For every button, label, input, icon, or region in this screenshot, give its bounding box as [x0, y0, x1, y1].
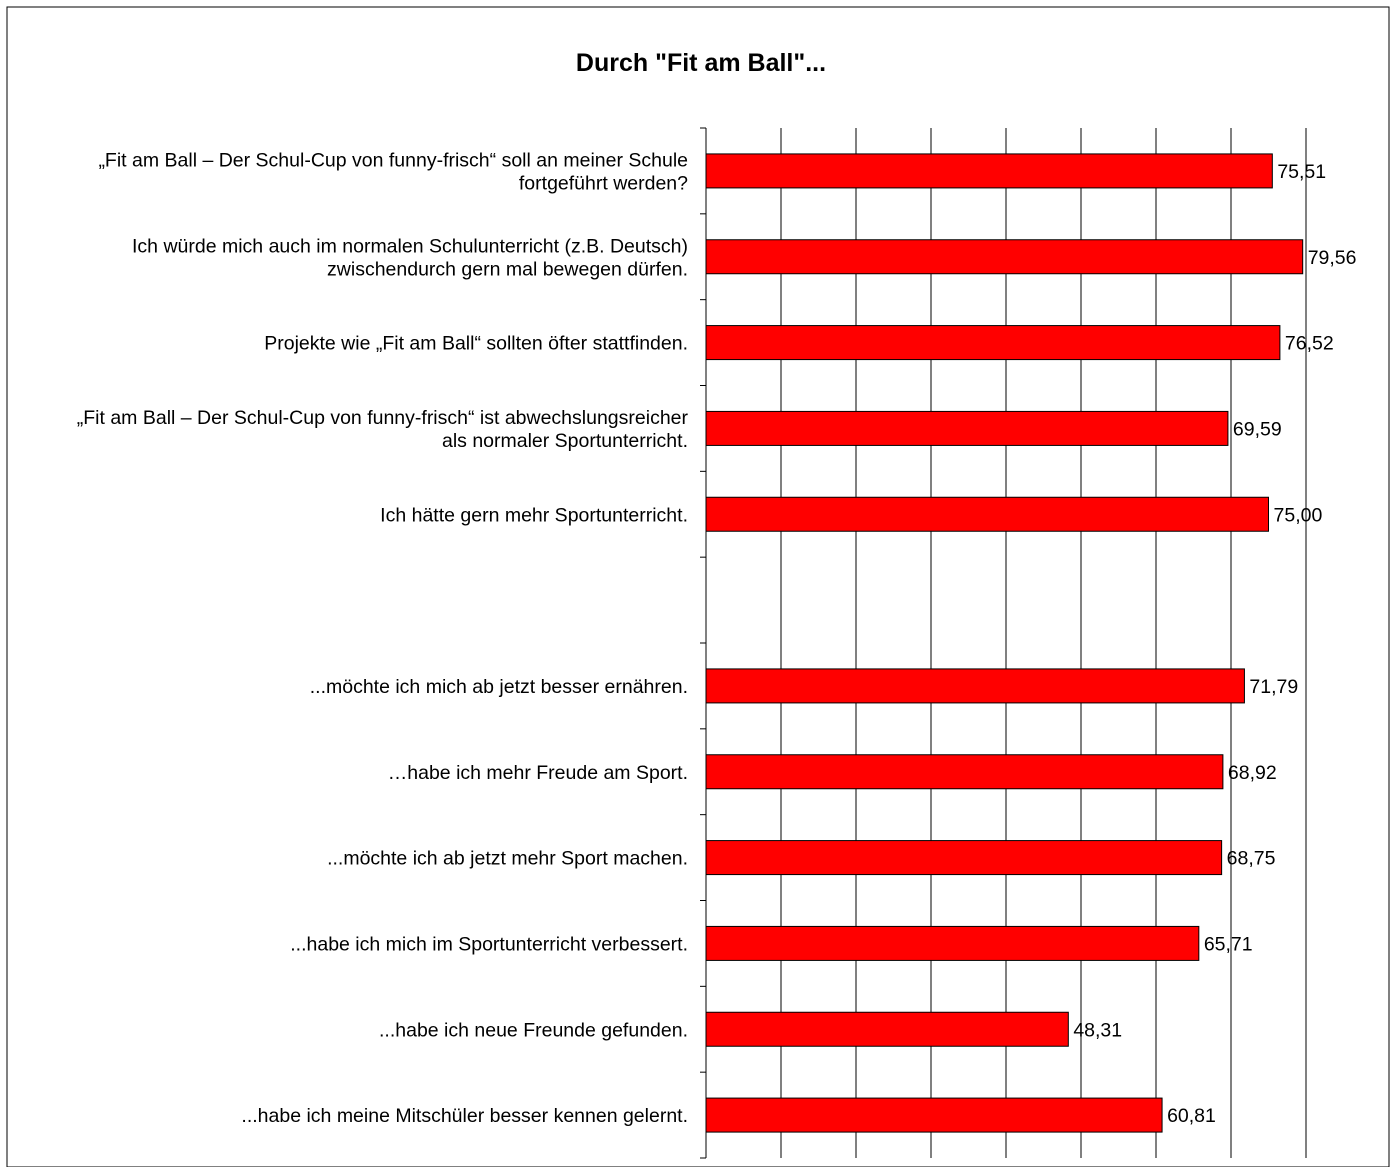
category-label: ...möchte ich ab jetzt mehr Sport machen…: [327, 848, 688, 870]
bar: [705, 754, 1224, 790]
bar: [705, 840, 1223, 876]
category-label: „Fit am Ball – Der Schul-Cup von funny-f…: [77, 407, 689, 429]
bar: [705, 496, 1269, 532]
gridlines: [780, 128, 1307, 1158]
category-label: „Fit am Ball – Der Schul-Cup von funny-f…: [98, 149, 688, 171]
data-labels: 75,51 79,56 76,52 69,59 75,00 71,79 68,92 68,75…: [1073, 161, 1356, 1127]
data-label: 65,71: [1204, 933, 1253, 955]
data-label: 75,51: [1277, 161, 1326, 183]
chart-title: Durch "Fit am Ball"...: [576, 49, 826, 77]
category-axis: [700, 127, 707, 1159]
bar: [705, 668, 1245, 704]
category-label: ...möchte ich mich ab jetzt besser ernäh…: [310, 676, 688, 698]
category-label: Ich hätte gern mehr Sportunterricht.: [380, 504, 688, 526]
bars: [705, 153, 1304, 1133]
bar: [705, 925, 1200, 961]
category-label: ...habe ich meine Mitschüler besser kenn…: [241, 1105, 688, 1127]
data-label: 68,75: [1227, 848, 1276, 870]
category-labels: „Fit am Ball – Der Schul-Cup von funny-f…: [77, 149, 689, 1127]
bar: [705, 410, 1229, 446]
category-label: fortgeführt werden?: [519, 172, 688, 194]
data-label: 60,81: [1167, 1105, 1216, 1127]
category-label: zwischendurch gern mal bewegen dürfen.: [327, 258, 688, 280]
bar: [705, 325, 1281, 361]
data-label: 76,52: [1285, 333, 1334, 355]
bar: [705, 239, 1304, 275]
data-label: 48,31: [1073, 1019, 1122, 1041]
data-label: 69,59: [1233, 418, 1282, 440]
chart-frame: [6, 6, 1390, 1167]
category-label: als normaler Sportunterricht.: [442, 430, 688, 452]
bar: [705, 153, 1273, 189]
category-label: ...habe ich neue Freunde gefunden.: [379, 1019, 688, 1041]
bar: [705, 1011, 1069, 1047]
data-label: 79,56: [1308, 247, 1357, 269]
data-label: 75,00: [1274, 504, 1323, 526]
category-label: …habe ich mehr Freude am Sport.: [388, 762, 688, 784]
bar: [705, 1097, 1163, 1133]
category-label: Projekte wie „Fit am Ball“ sollten öfter…: [264, 333, 688, 355]
category-label: Ich würde mich auch im normalen Schulunt…: [132, 235, 688, 257]
data-label: 68,92: [1228, 762, 1277, 784]
data-label: 71,79: [1249, 676, 1298, 698]
category-label: ...habe ich mich im Sportunterricht verb…: [290, 933, 688, 955]
